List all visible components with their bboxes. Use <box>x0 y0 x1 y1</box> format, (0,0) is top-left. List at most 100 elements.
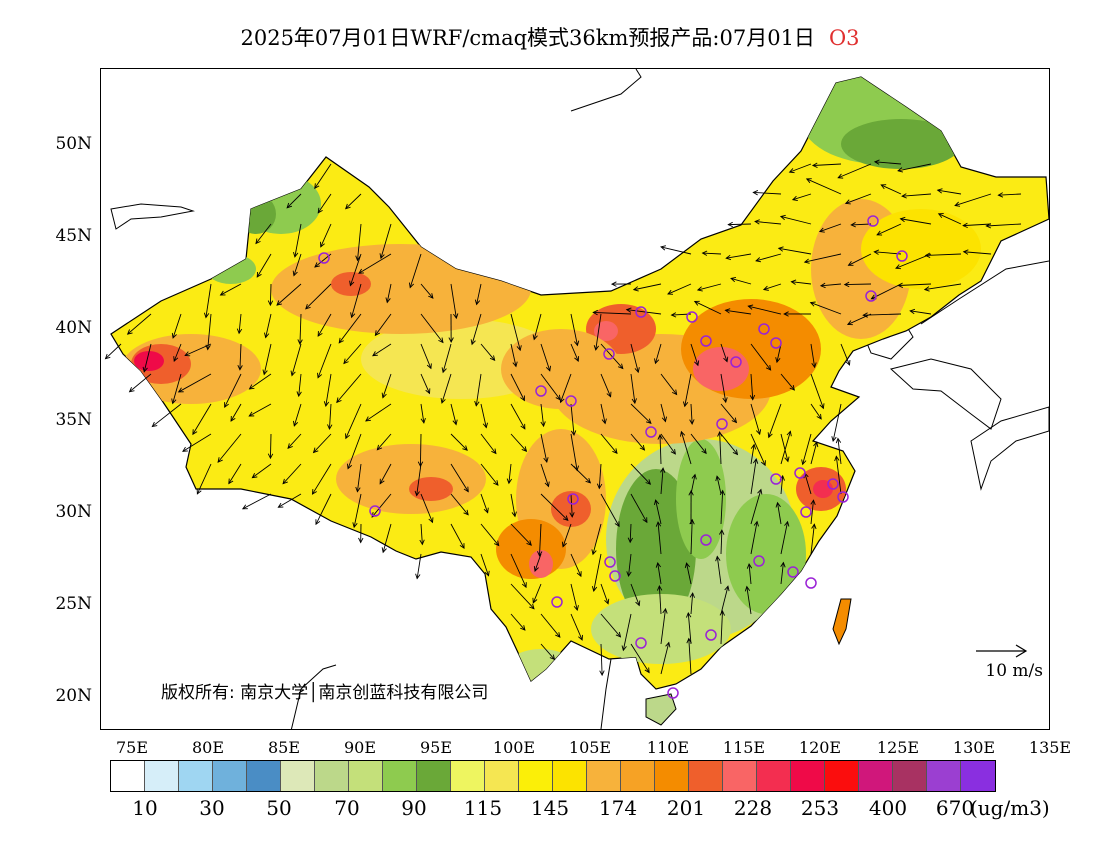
wind-vector-head <box>311 489 317 495</box>
wind-vector <box>293 403 302 427</box>
wind-vector <box>184 343 212 356</box>
wind-vector-head <box>901 193 907 199</box>
wind-vector <box>441 373 452 404</box>
wind-vector-head <box>296 391 302 398</box>
wind-vector-head <box>818 227 825 233</box>
wind-vector-head <box>775 501 781 508</box>
wind-vector <box>345 403 362 439</box>
wind-vector <box>357 223 362 261</box>
wind-vector <box>317 193 332 214</box>
wind-vector-head <box>320 241 325 248</box>
wind-vector <box>746 586 752 615</box>
wind-vector <box>416 553 422 579</box>
station-marker <box>837 491 849 503</box>
wind-vector <box>660 642 670 675</box>
colorbar-swatch <box>791 761 825 791</box>
wind-vector <box>750 458 757 495</box>
wind-vector-head <box>642 517 648 524</box>
wind-vector-head <box>350 312 356 319</box>
wind-vector <box>750 521 758 555</box>
wind-vector <box>371 493 392 518</box>
wind-vector-head <box>596 483 603 490</box>
wind-vector-head <box>599 670 605 677</box>
wind-vector-head <box>779 214 786 221</box>
wind-vector-head <box>463 509 469 516</box>
wind-vector <box>792 193 812 201</box>
wind-vector-head <box>493 480 499 486</box>
wind-vector-head <box>171 332 177 339</box>
wind-vector <box>172 313 182 339</box>
wind-vector-head <box>689 592 695 598</box>
wind-vector-head <box>282 478 288 485</box>
wind-vector <box>874 161 902 165</box>
wind-vector <box>570 403 575 436</box>
lon-label-90e: 90E <box>343 738 377 757</box>
wind-vector <box>356 463 362 492</box>
wind-vector-head <box>338 337 344 344</box>
wind-vector <box>780 433 789 462</box>
wind-vector-head <box>696 286 703 292</box>
wind-vector-head <box>470 339 476 346</box>
wind-vector <box>182 433 212 452</box>
wind-vector-head <box>715 555 721 562</box>
wind-vector-head <box>876 230 883 236</box>
wind-vector-head <box>585 477 592 484</box>
colorbar-swatch <box>111 761 145 791</box>
wind-vector <box>791 281 812 285</box>
wind-vector <box>420 403 425 423</box>
colorbar-swatch <box>213 761 247 791</box>
wind-vector-head <box>438 337 444 344</box>
wind-vector-head <box>520 423 526 430</box>
wind-vector <box>480 493 489 513</box>
wind-vector <box>702 252 722 255</box>
wind-vector <box>217 433 242 463</box>
wind-vector <box>540 433 548 463</box>
map-panel: 10 m/s 版权所有: 南京大学│南京创蓝科技有限公司 <box>100 68 1050 730</box>
wind-vector-head <box>287 443 293 449</box>
wind-vector <box>358 253 392 274</box>
station-marker <box>827 478 839 490</box>
wind-vector <box>780 475 784 495</box>
wind-vector-head <box>873 249 880 255</box>
colorbar-label-228: 228 <box>733 796 773 820</box>
wind-vector <box>910 310 932 315</box>
wind-vector-head <box>895 264 902 270</box>
wind-vector-head <box>526 540 532 546</box>
wind-vector <box>780 373 795 391</box>
wind-vector-head <box>850 222 856 228</box>
lat-label-40n: 40N <box>55 318 92 338</box>
wind-vector-head <box>835 437 842 444</box>
wind-vector <box>173 343 182 362</box>
wind-vector <box>804 253 842 263</box>
wind-vector-head <box>954 201 961 207</box>
wind-vector <box>954 193 992 206</box>
wind-vector <box>343 343 362 364</box>
wind-vector-head <box>753 520 759 527</box>
wind-vector <box>480 553 489 576</box>
wind-vector-head <box>621 645 627 652</box>
wind-vector-head <box>813 441 819 448</box>
wind-vector-head <box>315 519 321 526</box>
wind-vector-head <box>689 419 695 425</box>
wind-vector <box>728 223 752 226</box>
wind-vector <box>600 613 621 638</box>
wind-vector-head <box>662 607 668 614</box>
wind-vector-head <box>730 276 737 283</box>
wind-vector <box>810 343 816 368</box>
wind-vector <box>480 463 499 486</box>
wind-vector-head <box>576 571 582 578</box>
colorbar-swatch <box>349 761 383 791</box>
wind-vector <box>379 463 392 484</box>
wind-scale-arrow <box>976 644 1028 658</box>
wind-vector <box>847 313 872 325</box>
station-marker <box>867 215 879 227</box>
wind-vector-head <box>760 460 766 467</box>
wind-vector <box>876 223 902 236</box>
wind-vector <box>900 218 932 225</box>
wind-vector <box>510 523 532 546</box>
wind-vector-head <box>462 445 468 451</box>
wind-vector-head <box>414 490 420 497</box>
wind-vector-head <box>701 448 707 455</box>
wind-vector-head <box>671 389 678 396</box>
wind-vector-head <box>660 245 666 251</box>
